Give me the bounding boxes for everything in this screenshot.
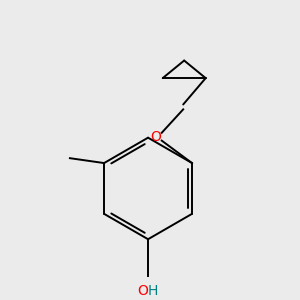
Text: O: O xyxy=(138,284,148,298)
Text: H: H xyxy=(148,284,158,298)
Text: O: O xyxy=(150,130,161,144)
